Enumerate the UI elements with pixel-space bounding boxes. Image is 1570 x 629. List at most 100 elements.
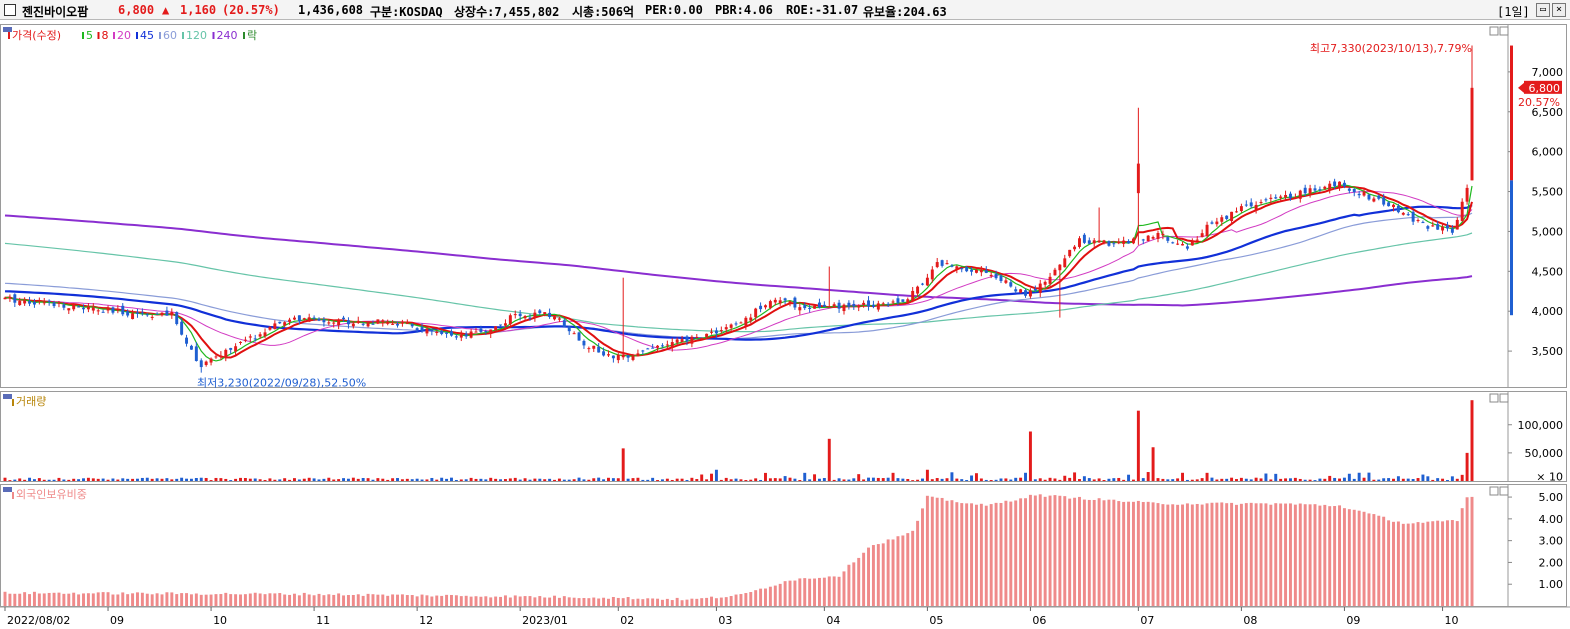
foreign-bar — [979, 503, 983, 606]
candle-body — [1455, 219, 1459, 230]
foreign-bar — [425, 595, 429, 606]
select-checkbox[interactable] — [4, 4, 16, 16]
foreign-bar — [82, 593, 85, 606]
volume-bar — [86, 477, 90, 481]
candle-body — [96, 310, 100, 312]
foreign-bar — [101, 592, 105, 606]
panel-close-icon — [1499, 393, 1509, 403]
foreign-bar — [459, 596, 463, 606]
foreign-bar — [435, 595, 439, 606]
volume-bar — [42, 479, 46, 481]
volume-bar — [871, 477, 875, 481]
foreign-bar — [145, 593, 149, 606]
volume-bar — [37, 478, 41, 481]
volume-bar — [96, 478, 100, 481]
candle-body — [67, 308, 71, 311]
foreign-bar — [695, 598, 699, 606]
foreign-tick-label: 2.00 — [1539, 556, 1564, 569]
volume-bar — [302, 478, 306, 481]
volume-bar — [528, 479, 532, 481]
candle-body — [1230, 211, 1234, 221]
x-tick-label: 09 — [110, 614, 124, 627]
volume-bar — [82, 478, 85, 481]
candle-body — [180, 321, 184, 335]
foreign-bar — [1377, 515, 1381, 606]
foreign-bar — [754, 590, 758, 606]
foreign-bar — [135, 592, 139, 606]
candle-body — [1274, 197, 1278, 199]
volume-bar — [327, 477, 331, 481]
stock-chart[interactable]: 3,500 4,000 4,500 5,000 5,500 6,000 6,500 7,000… — [0, 20, 1570, 629]
candle-body — [1185, 246, 1189, 249]
volume-bar — [577, 477, 581, 481]
volume-bar — [1284, 478, 1288, 481]
foreign-bar — [945, 500, 949, 606]
candle-body — [263, 332, 267, 337]
candle-body — [557, 318, 561, 320]
volume-bar — [719, 479, 723, 481]
candle-body — [695, 336, 699, 338]
foreign-bar — [8, 593, 12, 606]
candle-body — [1436, 224, 1440, 230]
candle-body — [950, 265, 954, 267]
candle-body — [896, 298, 900, 303]
candle-body — [72, 303, 76, 310]
volume-bar — [1367, 472, 1371, 481]
volume-bar — [62, 479, 66, 481]
foreign-bar — [494, 596, 498, 606]
foreign-bar — [793, 580, 797, 606]
candle-body — [1210, 222, 1214, 224]
foreign-bar — [768, 586, 772, 606]
volume-bar — [67, 479, 71, 481]
foreign-bar — [1087, 499, 1091, 606]
panel-close-icon — [1499, 486, 1509, 496]
foreign-bar — [994, 502, 998, 606]
candle-body — [680, 339, 684, 343]
candle-body — [1279, 196, 1283, 198]
volume-bar — [1313, 480, 1317, 481]
volume-bar — [445, 478, 449, 481]
candle-body — [1063, 258, 1067, 268]
foreign-bar — [592, 597, 596, 606]
x-tick-label: 04 — [826, 614, 840, 627]
candle-body — [523, 316, 527, 319]
candle-body — [921, 283, 924, 285]
y-tick-label: 5,500 — [1532, 186, 1564, 199]
volume-bar — [1117, 477, 1121, 481]
foreign-bar — [1200, 504, 1204, 606]
foreign-bar — [199, 594, 203, 606]
foreign-bar — [489, 597, 493, 606]
volume-bar — [646, 479, 650, 481]
close-icon[interactable]: × — [1552, 3, 1566, 17]
restore-icon[interactable]: ▭ — [1536, 3, 1550, 17]
day-range-bar-low — [1510, 180, 1513, 316]
volume-bar — [1024, 472, 1027, 481]
volume-bar — [1357, 472, 1361, 481]
legend-entry: 60 — [163, 29, 177, 42]
volume-bar — [808, 479, 812, 481]
candle-body — [852, 303, 856, 307]
volume-bar — [1450, 476, 1454, 481]
foreign-bar — [989, 504, 993, 606]
candle-body — [1372, 198, 1376, 202]
candle-body — [714, 330, 718, 334]
candle-body — [77, 306, 81, 308]
x-tick-label: 2023/01 — [522, 614, 568, 627]
volume-bar — [23, 479, 27, 481]
candle-body — [700, 337, 704, 340]
period-label[interactable]: [1일] — [1497, 5, 1530, 19]
candle-body — [484, 330, 488, 332]
foreign-bar — [28, 594, 32, 606]
low-annotation: 최저3,230(2022/09/28),52.50% — [197, 377, 366, 390]
volume-bar — [1323, 478, 1327, 481]
foreign-bar — [744, 593, 748, 606]
volume-bar — [106, 479, 110, 481]
chart-panel-2 — [0, 391, 1567, 482]
foreign-bar — [508, 597, 512, 606]
price-change: 1,160 — [180, 3, 217, 17]
candle-body — [1176, 243, 1180, 245]
candle-body — [773, 299, 777, 303]
foreign-bar — [1284, 503, 1288, 606]
foreign-bar — [1166, 504, 1170, 606]
foreign-bar — [607, 598, 610, 606]
